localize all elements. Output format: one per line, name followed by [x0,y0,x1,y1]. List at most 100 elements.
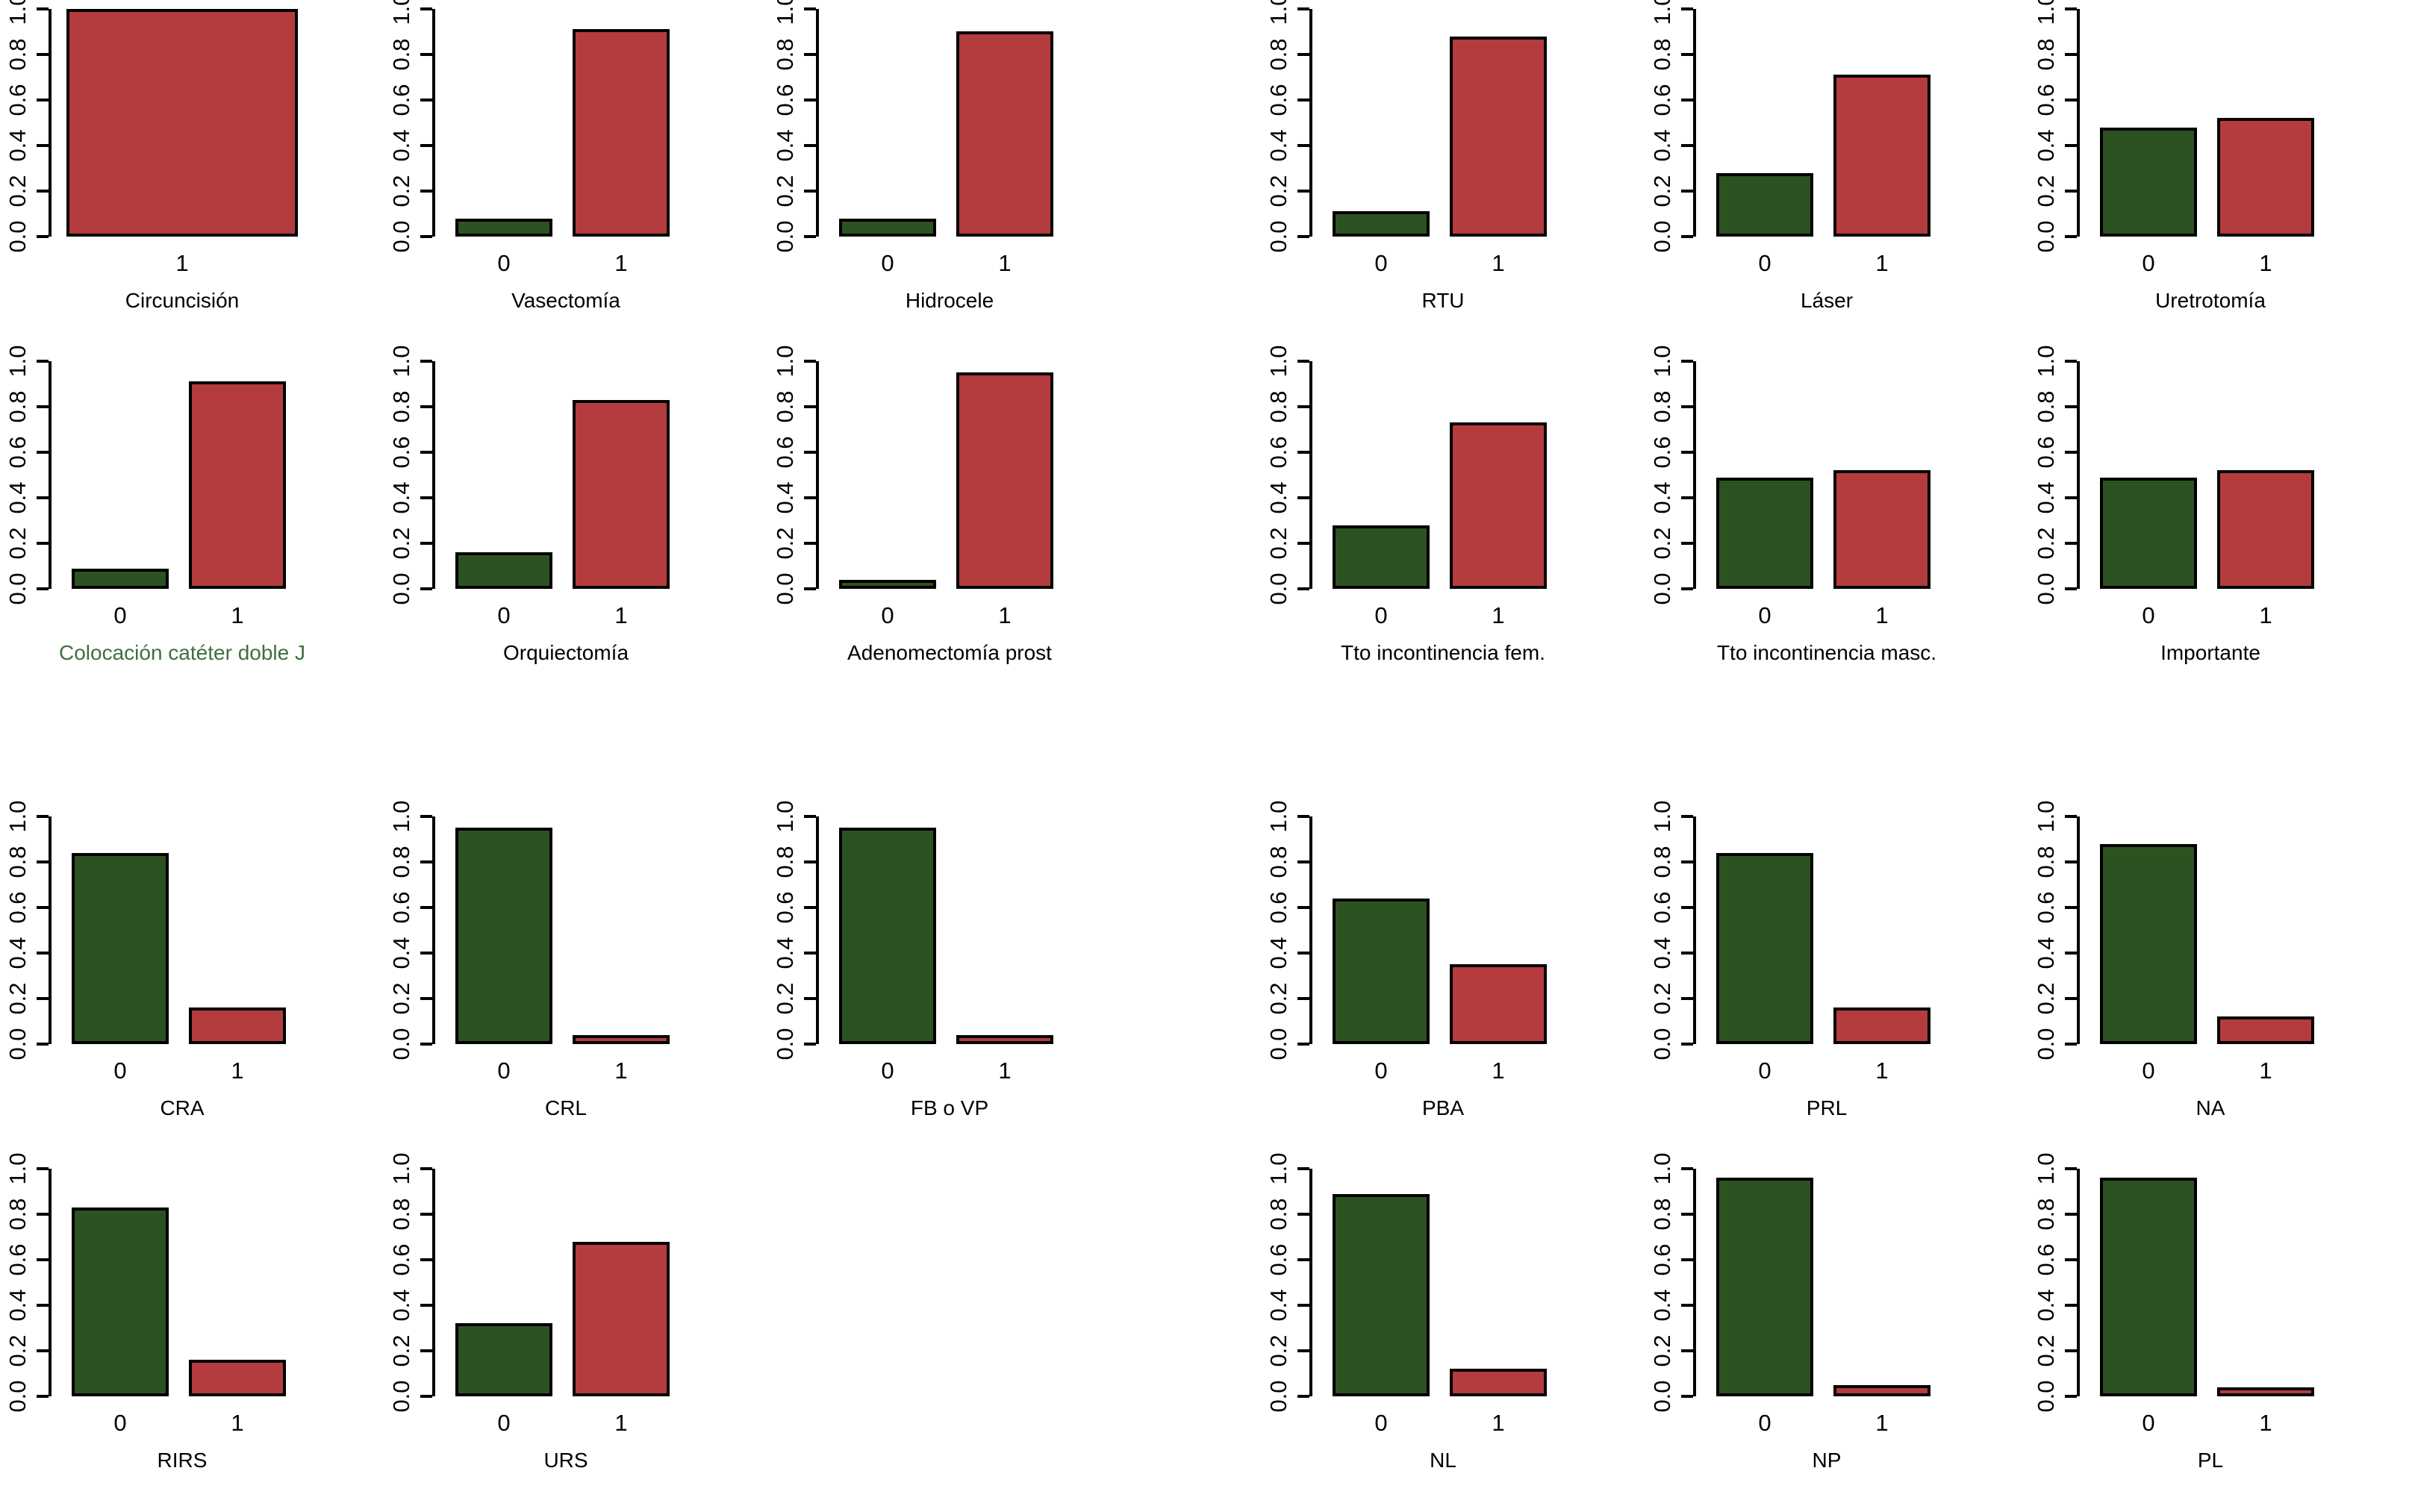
y-axis-tick [1681,496,1693,499]
plot-area: 0.0 0.2 0.4 0.6 0.8 1.0 0 1 Láser [1649,0,1957,312]
y-axis-tick [804,451,816,454]
y-axis-tick-label: 1.0 [1649,1152,1675,1185]
plot-area: 0.0 0.2 0.4 0.6 0.8 1.0 0 1 Importante [2033,345,2341,664]
y-axis-tick-label: 1.0 [4,800,31,833]
y-axis-tick-label: 0.6 [1265,84,1291,116]
category-label: 1 [1875,602,1889,628]
bar-category-1 [573,1242,670,1396]
bar-category-0 [839,580,936,589]
y-axis-tick-label: 0.0 [388,572,414,605]
y-axis-tick [2065,587,2077,590]
y-axis-tick-label: 0.8 [4,1198,31,1231]
y-axis-tick [420,405,432,408]
plot-area: 0.0 0.2 0.4 0.6 0.8 1.0 0 1 Tto incontinencia fe… [1265,345,1574,664]
y-axis-tick [37,144,49,147]
barplot-panel: 0.0 0.2 0.4 0.6 0.8 1.0 0 1 NP [1645,1152,2028,1512]
bar-category-1 [1450,964,1547,1044]
chart-title: Hidrocele [905,289,994,312]
category-label: 1 [614,602,628,628]
bar-category-1 [956,372,1053,589]
bar-category-0 [72,569,169,589]
y-axis-tick [420,496,432,499]
y-axis-tick-label: 0.0 [2033,220,2059,253]
category-label: 1 [1875,1058,1889,1084]
y-axis-tick-label: 0.6 [1649,1243,1675,1276]
y-axis-tick [420,860,432,863]
y-axis-tick-label: 0.2 [1265,1334,1291,1367]
y-axis-tick [2065,906,2077,909]
y-axis-tick-label: 0.0 [4,1380,31,1413]
y-axis-tick-label: 0.6 [4,1243,31,1276]
bar-category-0 [1333,211,1430,237]
category-label: 1 [614,1410,628,1436]
y-axis-tick-label: 0.4 [772,481,798,514]
bar-category-1 [2217,118,2314,237]
y-axis-tick [420,1395,432,1398]
y-axis-tick [804,815,816,818]
y-axis-tick-label: 1.0 [1649,345,1675,378]
category-label: 1 [1492,1410,1505,1436]
y-axis-tick [420,1213,432,1216]
y-axis-tick-label: 0.4 [4,481,31,514]
y-axis-tick-label: 0.2 [2033,1334,2059,1367]
plot-area: 0.0 0.2 0.4 0.6 0.8 1.0 0 1 Tto incontinencia ma… [1649,345,1957,664]
y-axis-tick-label: 0.2 [1649,527,1675,560]
y-axis-tick-label: 0.6 [772,436,798,469]
category-label: 1 [2259,602,2272,628]
barplot-panel: 0.0 0.2 0.4 0.6 0.8 1.0 0 1 NA [2028,800,2412,1160]
y-axis-tick [1297,144,1309,147]
plot-area: 0.0 0.2 0.4 0.6 0.8 1.0 0 1 Vasectomía [388,0,697,312]
y-axis-tick-label: 0.6 [1649,891,1675,924]
plot-area: 0.0 0.2 0.4 0.6 0.8 1.0 0 1 RTU [1265,0,1574,312]
y-axis-tick-label: 0.8 [772,38,798,71]
y-axis-tick [37,53,49,56]
chart-title: PBA [1421,1096,1465,1119]
y-axis-tick [37,906,49,909]
y-axis-tick-label: 0.6 [1265,436,1291,469]
plot-area: 0.0 0.2 0.4 0.6 0.8 1.0 0 1 Adenomectomía prost [772,345,1080,664]
y-axis-tick [37,815,49,818]
category-label: 0 [1758,1058,1771,1084]
y-axis-tick [1297,1349,1309,1352]
category-label: 1 [614,250,628,276]
category-label: 0 [881,1058,894,1084]
y-axis-tick-label: 0.0 [2033,1028,2059,1060]
y-axis-tick-label: 1.0 [1265,345,1291,378]
barplot-panel: 0.0 0.2 0.4 0.6 0.8 1.0 0 1 Hidrocele [767,0,1151,352]
y-axis-tick-label: 1.0 [1265,0,1291,25]
y-axis-tick-label: 0.0 [772,572,798,605]
category-label: 0 [497,1058,511,1084]
y-axis-tick [804,99,816,101]
y-axis-tick-label: 1.0 [388,1152,414,1185]
y-axis-tick-label: 0.8 [2033,846,2059,878]
barplot-panel: 0.0 0.2 0.4 0.6 0.8 1.0 0 1 Colocación catéter d… [0,345,384,705]
y-axis-tick-label: 0.6 [772,84,798,116]
y-axis-tick-label: 0.8 [4,846,31,878]
y-axis-tick [804,997,816,1000]
plot-area: 0.0 0.2 0.4 0.6 0.8 1.0 0 1 URS [388,1152,697,1472]
y-axis-tick-label: 1.0 [2033,0,2059,25]
y-axis-tick [804,496,816,499]
y-axis-tick-label: 0.0 [388,220,414,253]
chart-title: PL [2197,1449,2224,1472]
y-axis-tick [804,190,816,193]
y-axis-tick-label: 0.6 [1649,84,1675,116]
y-axis-tick-label: 0.4 [388,129,414,162]
chart-title: CRL [544,1096,588,1119]
barplot-panel: 0.0 0.2 0.4 0.6 0.8 1.0 0 1 PBA [1261,800,1645,1160]
chart-title: NL [1430,1449,1456,1472]
y-axis-tick [420,7,432,10]
y-axis-tick-label: 1.0 [4,0,31,25]
category-label: 0 [113,1058,127,1084]
y-axis-tick-label: 0.2 [1649,175,1675,207]
category-label: 1 [1875,1410,1889,1436]
y-axis-tick-label: 0.4 [1649,129,1675,162]
y-axis-tick-label: 0.6 [388,1243,414,1276]
chart-title: Uretrotomía [2155,289,2266,312]
chart-title: RTU [1421,289,1465,312]
y-axis-tick [1297,1304,1309,1307]
category-label: 0 [2142,602,2155,628]
y-axis-tick [1681,235,1693,238]
y-axis-tick-label: 0.4 [772,937,798,969]
category-label: 1 [998,602,1012,628]
